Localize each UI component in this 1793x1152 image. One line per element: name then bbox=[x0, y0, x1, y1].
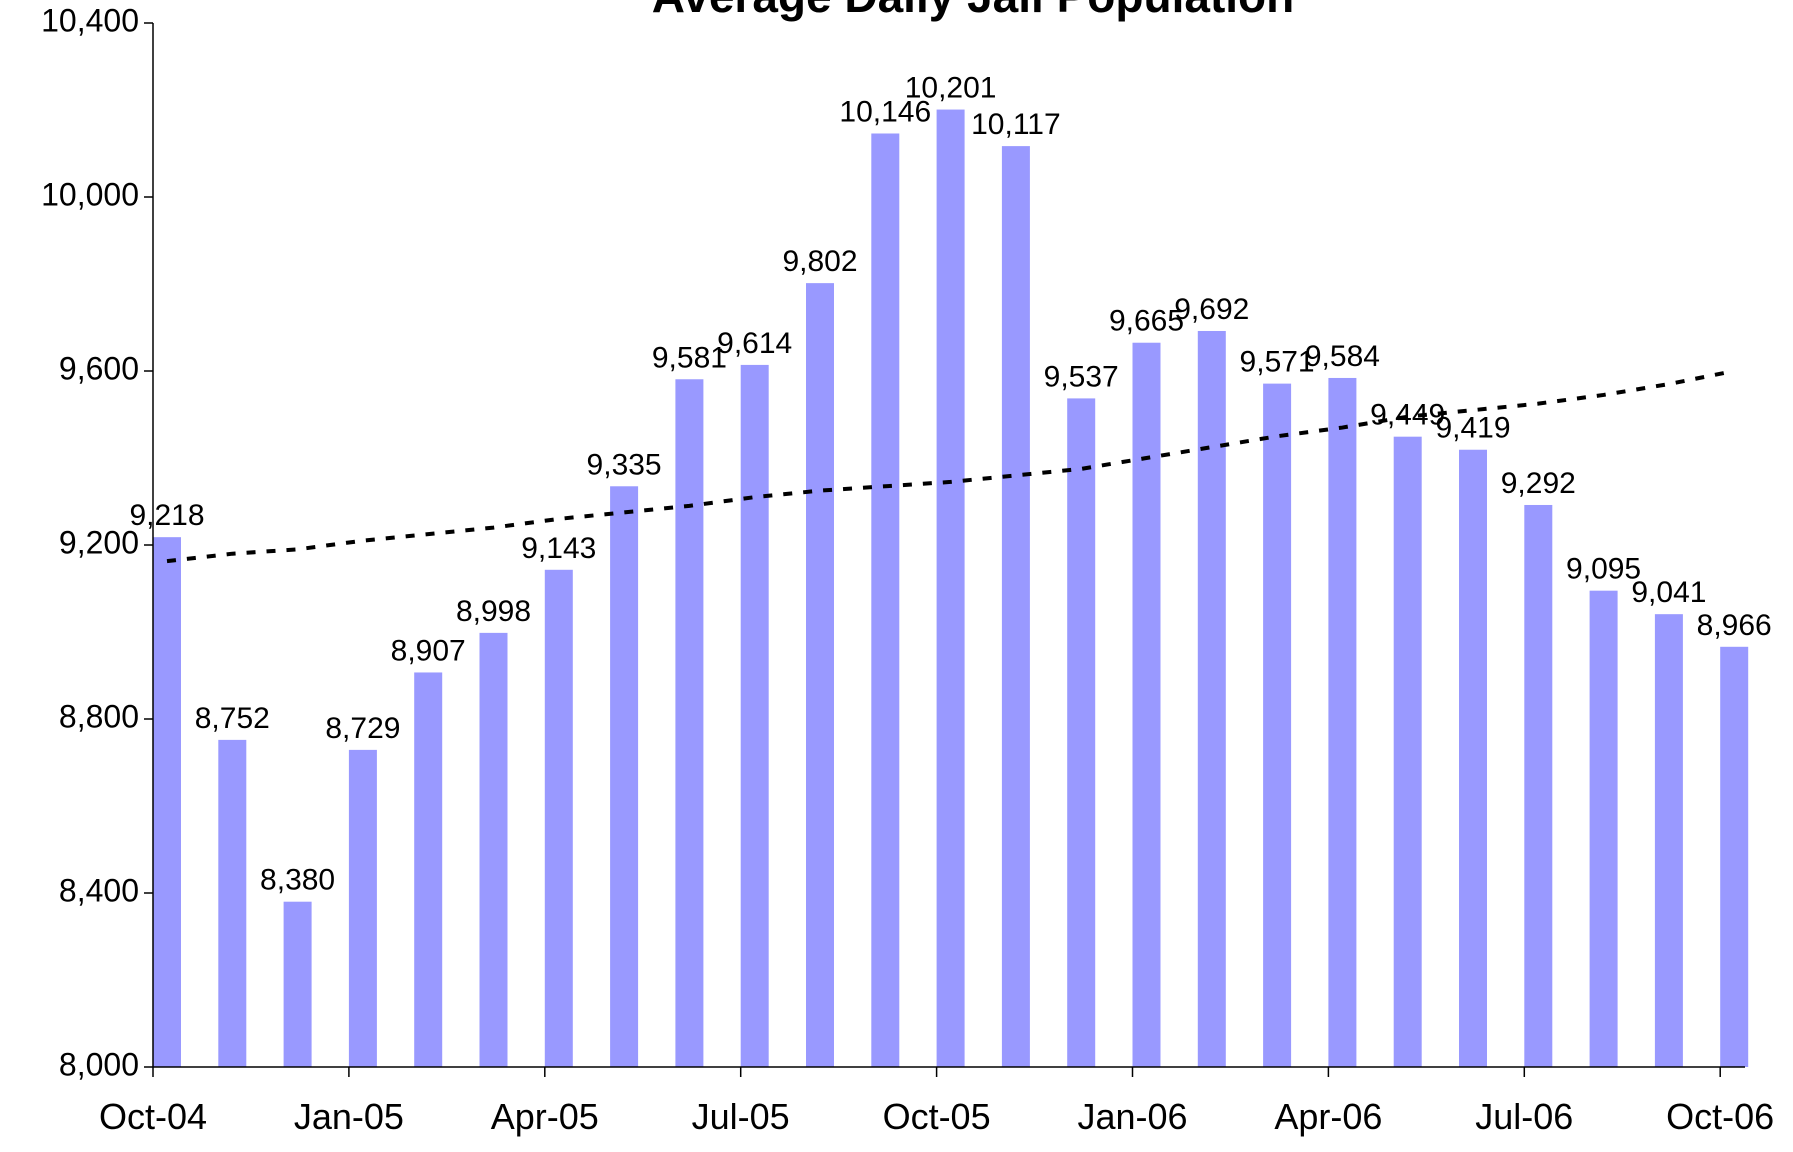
bar bbox=[675, 379, 704, 1067]
bar bbox=[740, 364, 769, 1067]
bar bbox=[1720, 646, 1749, 1067]
data-label: 9,571 bbox=[1240, 346, 1315, 379]
bar bbox=[1067, 398, 1096, 1067]
data-label: 10,201 bbox=[905, 72, 997, 105]
bar bbox=[153, 537, 181, 1067]
data-label: 9,581 bbox=[652, 341, 727, 374]
data-label: 10,117 bbox=[971, 108, 1061, 141]
data-label: 9,614 bbox=[717, 327, 792, 360]
x-tick-label: Oct-04 bbox=[99, 1096, 207, 1137]
x-tick-label: Oct-05 bbox=[883, 1096, 991, 1137]
x-tick-label: Apr-06 bbox=[1274, 1096, 1382, 1137]
x-tick-label: Jul-06 bbox=[1475, 1096, 1573, 1137]
data-label: 9,143 bbox=[521, 532, 596, 565]
bar bbox=[806, 283, 834, 1067]
data-label: 9,802 bbox=[782, 245, 857, 278]
bar bbox=[1263, 383, 1292, 1067]
data-label: 9,335 bbox=[587, 448, 662, 481]
data-label: 9,665 bbox=[1109, 305, 1184, 338]
bar bbox=[610, 486, 639, 1067]
x-tick-label: Oct-06 bbox=[1666, 1096, 1774, 1137]
bar bbox=[1001, 146, 1030, 1068]
data-label: 9,218 bbox=[129, 499, 204, 532]
y-tick-label: 9,600 bbox=[59, 350, 139, 386]
bar bbox=[1393, 436, 1422, 1067]
y-tick-label: 8,000 bbox=[59, 1046, 139, 1082]
data-label: 8,998 bbox=[456, 595, 531, 628]
bar bbox=[936, 109, 965, 1067]
data-label: 8,907 bbox=[391, 634, 466, 667]
bar bbox=[283, 901, 312, 1067]
bar bbox=[218, 739, 247, 1067]
bar bbox=[1328, 377, 1357, 1068]
bar bbox=[1589, 590, 1618, 1067]
data-label: 10,146 bbox=[839, 95, 931, 128]
data-label: 9,292 bbox=[1501, 467, 1576, 500]
x-tick-label: Jan-05 bbox=[294, 1096, 404, 1137]
data-label: 8,752 bbox=[195, 702, 270, 735]
bar bbox=[1524, 504, 1553, 1068]
data-label: 9,692 bbox=[1174, 293, 1249, 326]
chart-title: Average Daily Jail Population bbox=[652, 0, 1295, 22]
bar bbox=[348, 749, 377, 1067]
data-label: 8,966 bbox=[1697, 609, 1772, 642]
y-tick-label: 9,200 bbox=[59, 524, 139, 560]
x-tick-label: Apr-05 bbox=[491, 1096, 599, 1137]
x-tick-label: Jul-05 bbox=[692, 1096, 790, 1137]
x-tick-label: Jan-06 bbox=[1077, 1096, 1187, 1137]
data-label: 8,380 bbox=[260, 864, 335, 897]
data-label: 9,449 bbox=[1370, 399, 1445, 432]
y-tick-label: 8,400 bbox=[59, 872, 139, 908]
bar bbox=[871, 133, 900, 1068]
bar bbox=[1197, 330, 1226, 1068]
bar bbox=[479, 632, 508, 1067]
y-tick-label: 8,800 bbox=[59, 698, 139, 734]
bar bbox=[1132, 342, 1161, 1068]
data-label: 9,584 bbox=[1305, 340, 1380, 373]
bar bbox=[544, 569, 573, 1067]
data-label: 8,729 bbox=[325, 712, 400, 745]
bar bbox=[414, 672, 443, 1067]
y-tick-label: 10,400 bbox=[41, 2, 139, 38]
bar bbox=[1654, 614, 1683, 1067]
trend-line bbox=[166, 369, 1735, 564]
data-label: 9,041 bbox=[1631, 576, 1706, 609]
data-label: 9,095 bbox=[1566, 553, 1641, 586]
data-label: 9,419 bbox=[1435, 412, 1510, 445]
data-label: 9,537 bbox=[1044, 360, 1119, 393]
y-tick-label: 10,000 bbox=[41, 176, 139, 212]
bar bbox=[1459, 449, 1487, 1067]
